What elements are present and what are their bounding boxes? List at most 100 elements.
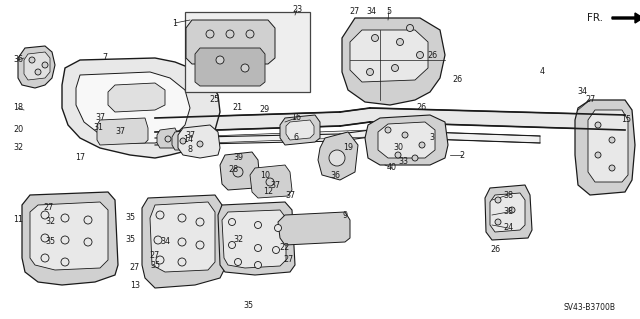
Circle shape xyxy=(61,258,69,266)
Text: 9: 9 xyxy=(342,211,348,219)
Circle shape xyxy=(395,152,401,158)
Text: 5: 5 xyxy=(387,6,392,16)
Circle shape xyxy=(42,62,48,68)
Polygon shape xyxy=(97,118,148,145)
Text: 35: 35 xyxy=(243,300,253,309)
Text: 35: 35 xyxy=(125,235,135,244)
Circle shape xyxy=(417,51,424,58)
Text: 16: 16 xyxy=(291,114,301,122)
Text: 38: 38 xyxy=(503,207,513,217)
Polygon shape xyxy=(222,210,286,268)
Text: 26: 26 xyxy=(416,103,426,113)
Circle shape xyxy=(156,256,164,264)
Circle shape xyxy=(233,167,243,177)
Text: 22: 22 xyxy=(280,243,290,253)
Circle shape xyxy=(385,127,391,133)
Text: 17: 17 xyxy=(75,153,85,162)
Polygon shape xyxy=(365,115,448,165)
Text: 32: 32 xyxy=(13,144,23,152)
Text: 1: 1 xyxy=(173,19,177,27)
Circle shape xyxy=(371,34,378,41)
Circle shape xyxy=(226,30,234,38)
Circle shape xyxy=(178,238,186,246)
Circle shape xyxy=(41,211,49,219)
Circle shape xyxy=(419,142,425,148)
Text: 40: 40 xyxy=(387,164,397,173)
Polygon shape xyxy=(186,20,275,64)
Polygon shape xyxy=(76,72,190,143)
Text: 2: 2 xyxy=(460,151,465,160)
Text: 35: 35 xyxy=(45,238,55,247)
Text: 10: 10 xyxy=(260,170,270,180)
Polygon shape xyxy=(108,83,165,112)
Text: 8: 8 xyxy=(188,145,193,154)
Circle shape xyxy=(367,69,374,76)
Polygon shape xyxy=(220,152,260,190)
Circle shape xyxy=(241,64,249,72)
Text: 27: 27 xyxy=(585,95,595,105)
Text: 26: 26 xyxy=(490,246,500,255)
Polygon shape xyxy=(278,212,350,245)
Circle shape xyxy=(595,122,601,128)
Circle shape xyxy=(41,234,49,242)
Circle shape xyxy=(595,152,601,158)
Text: 21: 21 xyxy=(232,103,242,113)
Polygon shape xyxy=(342,18,445,105)
Polygon shape xyxy=(18,46,55,88)
Text: 33: 33 xyxy=(398,158,408,167)
Text: 20: 20 xyxy=(13,125,23,135)
Text: 35: 35 xyxy=(125,213,135,222)
Circle shape xyxy=(196,241,204,249)
Text: 37: 37 xyxy=(285,190,295,199)
Text: 27: 27 xyxy=(283,256,293,264)
Text: 27: 27 xyxy=(130,263,140,272)
Circle shape xyxy=(154,236,162,244)
Text: 39: 39 xyxy=(233,153,243,162)
Circle shape xyxy=(255,262,262,269)
Polygon shape xyxy=(218,202,295,275)
Text: 37: 37 xyxy=(270,181,280,189)
Text: 38: 38 xyxy=(503,190,513,199)
Circle shape xyxy=(84,238,92,246)
Circle shape xyxy=(234,258,241,265)
Circle shape xyxy=(196,218,204,226)
Polygon shape xyxy=(195,48,265,86)
Circle shape xyxy=(609,137,615,143)
Text: 12: 12 xyxy=(263,188,273,197)
Circle shape xyxy=(178,214,186,222)
Text: 26: 26 xyxy=(452,76,462,85)
Text: 13: 13 xyxy=(130,280,140,290)
Circle shape xyxy=(402,132,408,138)
Circle shape xyxy=(61,214,69,222)
Text: 26: 26 xyxy=(427,50,437,60)
Text: 30: 30 xyxy=(393,144,403,152)
Text: 14: 14 xyxy=(183,136,193,145)
Polygon shape xyxy=(378,122,435,158)
Circle shape xyxy=(609,165,615,171)
FancyArrow shape xyxy=(612,13,640,23)
Text: 37: 37 xyxy=(115,128,125,137)
Circle shape xyxy=(61,236,69,244)
Circle shape xyxy=(206,30,214,38)
Text: 18: 18 xyxy=(13,103,23,113)
Polygon shape xyxy=(150,202,215,272)
Polygon shape xyxy=(185,12,310,92)
Circle shape xyxy=(266,178,274,186)
Polygon shape xyxy=(490,193,525,232)
Circle shape xyxy=(197,141,203,147)
Text: 7: 7 xyxy=(102,54,108,63)
Circle shape xyxy=(255,221,262,228)
Circle shape xyxy=(329,150,345,166)
Polygon shape xyxy=(155,108,625,132)
Circle shape xyxy=(29,57,35,63)
Text: 27: 27 xyxy=(150,250,160,259)
Circle shape xyxy=(246,30,254,38)
Circle shape xyxy=(216,56,224,64)
Circle shape xyxy=(35,69,41,75)
Polygon shape xyxy=(350,30,428,82)
Polygon shape xyxy=(250,165,292,198)
Text: 31: 31 xyxy=(93,123,103,132)
Text: 27: 27 xyxy=(43,204,53,212)
Polygon shape xyxy=(318,132,358,180)
Text: 28: 28 xyxy=(228,166,238,174)
